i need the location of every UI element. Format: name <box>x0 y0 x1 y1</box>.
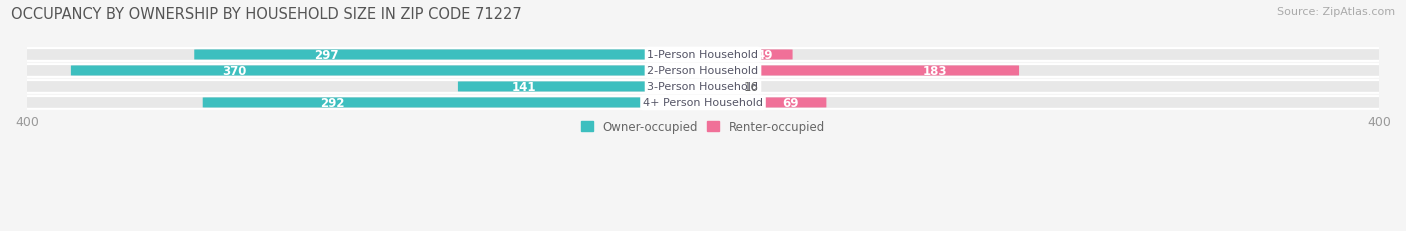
Text: 69: 69 <box>782 97 799 109</box>
FancyBboxPatch shape <box>458 82 710 92</box>
FancyBboxPatch shape <box>696 50 793 60</box>
Text: 16: 16 <box>744 81 759 94</box>
FancyBboxPatch shape <box>194 50 710 60</box>
FancyBboxPatch shape <box>70 66 710 76</box>
Text: 141: 141 <box>512 81 537 94</box>
FancyBboxPatch shape <box>696 98 827 108</box>
Text: 4+ Person Household: 4+ Person Household <box>643 98 763 108</box>
Text: Source: ZipAtlas.com: Source: ZipAtlas.com <box>1277 7 1395 17</box>
FancyBboxPatch shape <box>20 81 1386 94</box>
FancyBboxPatch shape <box>20 97 1386 109</box>
Text: 2-Person Household: 2-Person Household <box>647 66 759 76</box>
FancyBboxPatch shape <box>696 66 1019 76</box>
Text: 183: 183 <box>922 65 948 78</box>
FancyBboxPatch shape <box>696 82 737 92</box>
Legend: Owner-occupied, Renter-occupied: Owner-occupied, Renter-occupied <box>576 116 830 138</box>
Text: 292: 292 <box>321 97 344 109</box>
Text: 1-Person Household: 1-Person Household <box>648 50 758 60</box>
Text: 370: 370 <box>222 65 246 78</box>
FancyBboxPatch shape <box>20 65 1386 78</box>
Text: OCCUPANCY BY OWNERSHIP BY HOUSEHOLD SIZE IN ZIP CODE 71227: OCCUPANCY BY OWNERSHIP BY HOUSEHOLD SIZE… <box>11 7 522 22</box>
Text: 49: 49 <box>756 49 773 62</box>
FancyBboxPatch shape <box>20 49 1386 62</box>
Text: 3-Person Household: 3-Person Household <box>648 82 758 92</box>
FancyBboxPatch shape <box>202 98 710 108</box>
Text: 297: 297 <box>315 49 339 62</box>
